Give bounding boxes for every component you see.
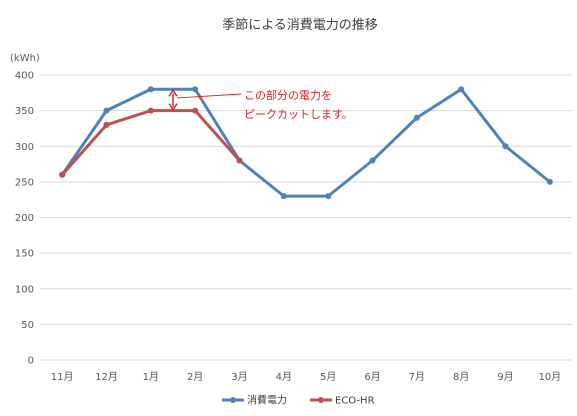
annotation-line-2: ピークカットします。 <box>244 108 353 121</box>
x-tick-label: 9月 <box>497 371 513 383</box>
x-tick-label: 2月 <box>187 371 203 383</box>
x-tick-label: 10月 <box>538 371 561 383</box>
y-tick-label: 200 <box>15 213 34 224</box>
x-tick-label: 5月 <box>320 371 336 383</box>
y-tick-label: 300 <box>15 142 34 153</box>
y-axis-unit: (kWh) <box>10 53 40 64</box>
data-point <box>147 86 154 93</box>
series-line-0 <box>60 87 551 198</box>
data-point <box>325 193 332 200</box>
data-point <box>103 121 110 128</box>
annotation-arrow-head-up <box>168 88 178 97</box>
annotation-arrow-head-down <box>168 103 178 111</box>
data-point <box>192 86 199 93</box>
annotation-leader-line <box>176 93 242 99</box>
x-axis-ticks: 11月 12月 1月 2月 3月 4月 5月 6月 7月 8月 9月 10月 <box>51 371 561 383</box>
y-tick-label: 400 <box>15 71 34 82</box>
y-tick-label: 350 <box>15 106 34 117</box>
x-tick-label: 11月 <box>51 371 74 383</box>
data-point <box>546 178 553 185</box>
data-point <box>458 86 465 93</box>
data-point <box>59 171 66 178</box>
x-tick-label: 3月 <box>231 371 247 383</box>
x-tick-label: 6月 <box>364 371 380 383</box>
data-point <box>147 107 154 114</box>
legend-label-0: 消費電力 <box>247 394 287 407</box>
annotation: この部分の電力を ピークカットします。 <box>168 88 353 121</box>
x-tick-label: 12月 <box>95 371 118 383</box>
data-point <box>103 107 110 114</box>
data-point <box>280 193 287 200</box>
y-axis-ticks: 0 50 100 150 200 250 300 350 400 <box>15 71 34 367</box>
gridlines <box>40 74 572 361</box>
legend-label-1: ECO-HR <box>335 396 375 407</box>
data-point <box>502 143 509 150</box>
y-tick-label: 250 <box>15 177 34 188</box>
y-tick-label: 100 <box>15 284 34 295</box>
x-tick-label: 4月 <box>276 371 292 383</box>
x-tick-label: 8月 <box>453 371 469 383</box>
data-point <box>236 157 243 164</box>
annotation-line-1: この部分の電力を <box>244 88 332 102</box>
chart-title: 季節による消費電力の推移 <box>222 18 378 33</box>
x-tick-label: 1月 <box>143 371 159 383</box>
data-point <box>192 107 199 114</box>
legend-marker <box>318 397 324 403</box>
legend: 消費電力 ECO-HR <box>222 394 375 407</box>
series-layer <box>59 86 553 200</box>
y-tick-label: 50 <box>21 320 34 331</box>
data-point <box>369 157 376 164</box>
y-tick-label: 0 <box>28 356 34 367</box>
x-tick-label: 7月 <box>409 371 425 383</box>
y-tick-label: 150 <box>15 249 34 260</box>
legend-marker <box>230 397 236 403</box>
data-point <box>413 114 420 121</box>
